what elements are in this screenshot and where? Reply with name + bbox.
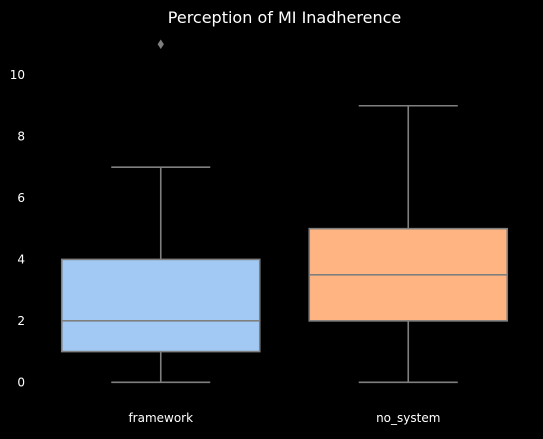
x-tick-label: framework xyxy=(128,411,193,425)
y-tick-label: 6 xyxy=(17,191,25,205)
y-tick-label: 8 xyxy=(17,129,25,143)
y-axis: 0 2 4 6 8 10 xyxy=(10,68,25,389)
chart-title: Perception of MI Inadherence xyxy=(168,8,401,27)
x-tick-label: no_system xyxy=(376,411,440,425)
y-tick-label: 0 xyxy=(17,375,25,389)
box-no_system xyxy=(308,104,509,384)
y-tick-label: 4 xyxy=(17,252,25,266)
box-framework xyxy=(60,39,261,384)
iqr-box xyxy=(60,258,261,353)
y-tick-label: 2 xyxy=(17,314,25,328)
x-axis: framework no_system xyxy=(128,411,440,425)
y-tick-label: 10 xyxy=(10,68,25,82)
plot-area xyxy=(60,39,509,384)
outlier-point xyxy=(157,39,164,50)
